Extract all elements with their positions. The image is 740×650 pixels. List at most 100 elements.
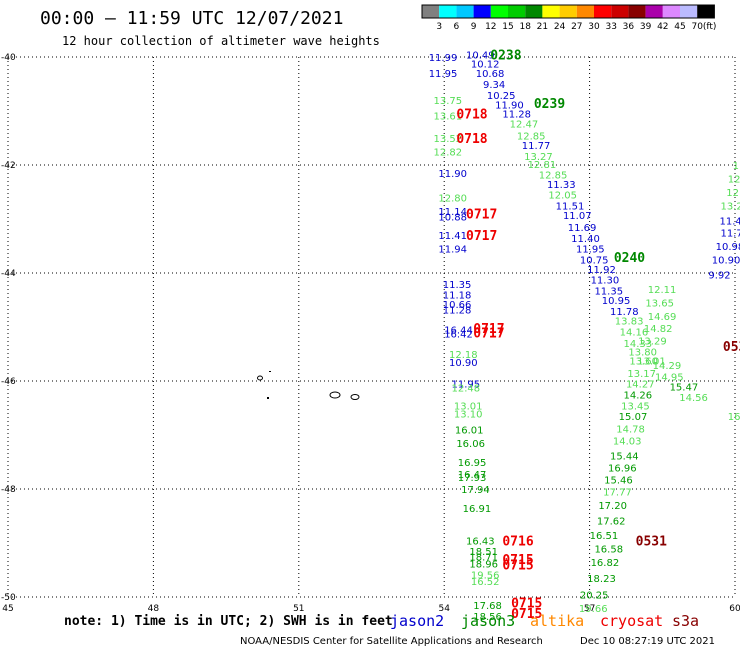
color-swatch [645, 5, 663, 18]
wave-height-label: 12.18 [449, 350, 478, 361]
wave-height-label: 10.95 [602, 296, 631, 307]
pass-time-label: 0531 [636, 534, 667, 549]
wave-height-label: 13.61 [434, 111, 463, 122]
wave-height-label: 13.83 [615, 317, 644, 328]
wave-height-label: 12.47 [510, 119, 539, 130]
wave-height-label: 9.92 [708, 271, 730, 282]
x-tick-label: 54 [438, 604, 450, 614]
y-tick-label: -42 [1, 161, 16, 171]
wave-height-label: 1 [733, 161, 739, 172]
pass-time-label: 0715 [511, 596, 542, 611]
pass-time-label: 0717 [473, 326, 504, 341]
wave-height-label: 11.78 [610, 307, 639, 318]
island-outline [350, 394, 360, 400]
color-swatch [662, 5, 680, 18]
pass-time-label: 0717 [473, 322, 504, 337]
pass-time-label: 0240 [614, 251, 645, 266]
wave-height-label: 14.27 [626, 380, 655, 391]
colorbar-tick: 39 [640, 22, 652, 32]
wave-height-label: 12 [726, 188, 739, 199]
x-tick-label: 57 [584, 604, 595, 614]
color-swatch [473, 5, 491, 18]
wave-height-label: 14.95 [655, 373, 684, 384]
wave-height-label: 12.11 [648, 285, 677, 296]
wave-height-label: 11.95 [429, 69, 458, 80]
wave-height-label: 11.28 [502, 110, 531, 121]
wave-height-label: 10.90 [712, 256, 740, 267]
island-outlines [257, 371, 360, 400]
wave-height-label: 15.46 [604, 475, 633, 486]
wave-height-label: 13.2 [720, 202, 740, 213]
wave-height-label: 17.93 [458, 473, 487, 484]
wave-height-label: 16.42 [444, 329, 473, 340]
wave-height-label: 10.98 [716, 242, 740, 253]
wave-height-label: 11.78 [720, 229, 740, 240]
color-swatch [697, 5, 715, 18]
wave-height-label: 16.51 [590, 531, 619, 542]
wave-height-label: 16.95 [458, 458, 487, 469]
wave-height-label: 13.75 [434, 96, 463, 107]
colorbar-tick: 42 [657, 22, 668, 32]
color-scale-legend: 3 6 9 12 15 18 21 24 27 30 33 36 39 42 45 70 (ft) [421, 4, 717, 32]
pass-time-labels: 0238023902400718071807170717071707170716… [456, 48, 740, 622]
wave-height-label: 19.56 [471, 570, 500, 581]
colorbar-tick: 12 [485, 22, 496, 32]
wave-height-label: 12.85 [539, 171, 568, 182]
colorbar-tick: 33 [605, 22, 616, 32]
wave-height-label: 11.95 [451, 380, 480, 391]
y-tick-label: -40 [1, 53, 16, 63]
colorbar-tick: 30 [588, 22, 600, 32]
wave-height-label: 13.17 [627, 369, 656, 380]
color-swatch [422, 5, 440, 18]
wave-height-label: 9.34 [483, 80, 505, 91]
colorbar-tick: 6 [454, 22, 460, 32]
color-swatch [508, 5, 526, 18]
wave-height-label: 16.44 [444, 326, 473, 337]
wave-height-label: 14.82 [644, 324, 673, 335]
credit-line: NOAA/NESDIS Center for Satellite Applica… [240, 636, 543, 647]
wave-height-label: 16.06 [456, 439, 485, 450]
pass-time-label: 0717 [466, 229, 497, 244]
y-tick-label: -44 [1, 269, 16, 279]
wave-height-label: 17.68 [473, 601, 502, 612]
wave-height-label: 16.47 [458, 470, 487, 481]
x-tick-label: 60 [729, 604, 740, 614]
pass-time-label: 0718 [456, 108, 487, 123]
wave-height-label: 14.78 [616, 425, 645, 436]
colorbar-tick: 24 [554, 22, 566, 32]
colorbar-unit: (ft) [703, 22, 717, 32]
wave-height-label: 10.12 [471, 59, 500, 70]
wave-height-label: 11.40 [571, 234, 600, 245]
wave-height-label: 14.33 [624, 339, 653, 350]
wave-height-label: 18.71 [469, 553, 498, 564]
wave-height-label: 16.43 [466, 536, 495, 547]
color-swatch [559, 5, 577, 18]
wave-height-label: 11.94 [438, 245, 467, 256]
wave-height-label: 15.44 [610, 452, 639, 463]
satellite-legend-jason2: jason2 [390, 612, 444, 630]
wave-height-label: 13.52 [434, 134, 463, 145]
wave-height-label: 11.49 [719, 217, 740, 228]
wave-height-label: 13.60 [629, 356, 658, 367]
wave-height-label: 20.25 [580, 590, 609, 601]
wave-height-label: 18.51 [469, 547, 498, 558]
wave-height-label: 13.45 [621, 401, 650, 412]
wave-height-label: 15.07 [619, 412, 648, 423]
satellite-legend-jason3: jason3 [461, 612, 515, 630]
wave-height-label: 13.65 [645, 299, 674, 310]
y-tick-label: -50 [1, 593, 16, 603]
pass-time-label: 0715 [511, 607, 542, 622]
wave-height-label: 16.52 [471, 577, 500, 588]
wave-height-label: 10.68 [476, 69, 505, 80]
colorbar-tick: 70 [691, 22, 703, 32]
wave-height-label: 12.82 [434, 148, 463, 159]
colorbar-tick: 15 [502, 22, 513, 32]
color-swatch [456, 5, 474, 18]
wave-height-label: 11.35 [594, 286, 623, 297]
wave-height-label: 14.03 [613, 436, 642, 447]
wave-height-label: 14.16 [620, 327, 649, 338]
color-swatch [594, 5, 612, 18]
x-tick-label: 48 [148, 604, 160, 614]
wave-height-label: 11.28 [443, 306, 472, 317]
wave-height-label: 12.80 [438, 193, 467, 204]
